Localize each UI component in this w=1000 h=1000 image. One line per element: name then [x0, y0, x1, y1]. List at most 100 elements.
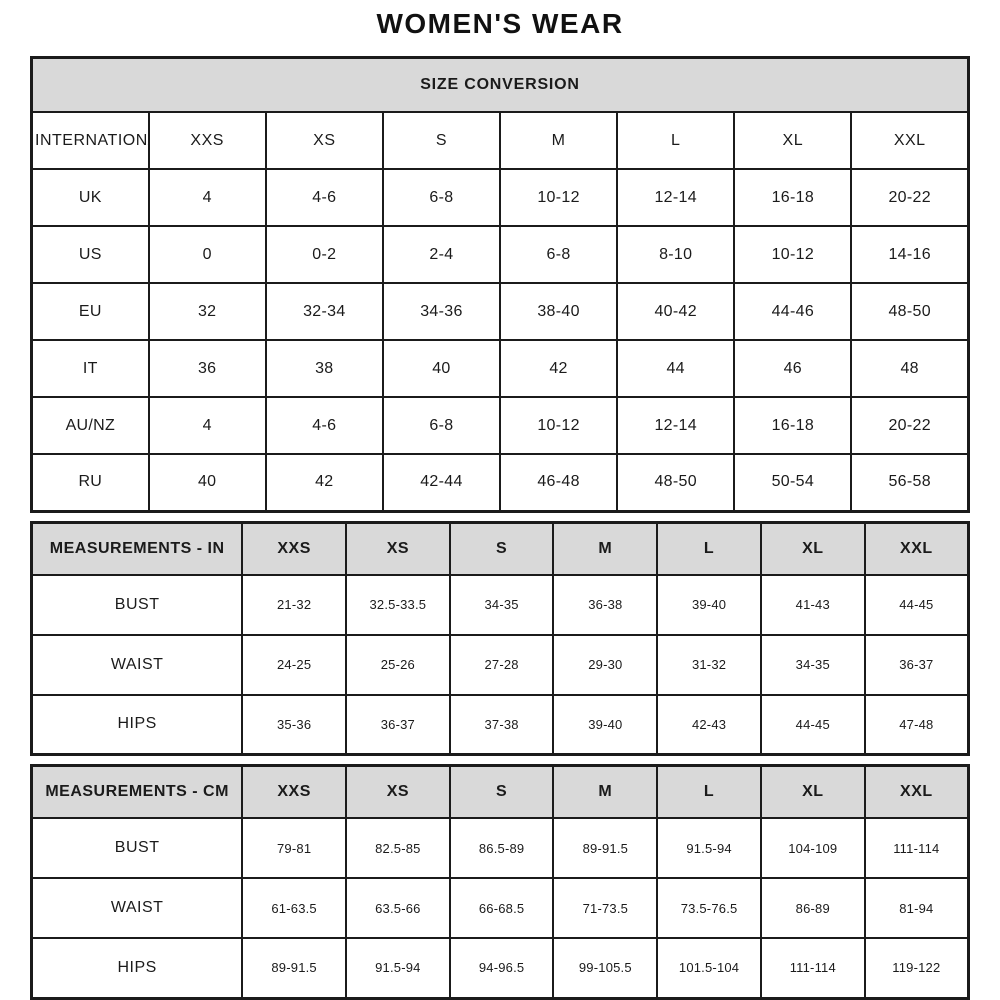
- table-row: BUST 79-81 82.5-85 86.5-89 89-91.5 91.5-94 104…: [30, 817, 970, 879]
- value-cell: 50-54: [733, 453, 853, 512]
- row-label: HIPS: [30, 937, 244, 999]
- value-cell: 4: [147, 396, 267, 455]
- size-conversion-table: SIZE CONVERSION INTERNATIONALXXSXSSMLXLX…: [30, 56, 970, 513]
- measurements-in-header: MEASUREMENTS - IN: [30, 521, 244, 576]
- column-header-size: S: [381, 111, 502, 170]
- value-cell: 94-96.5: [448, 937, 555, 999]
- value-cell: 56-58: [850, 453, 970, 512]
- size-conversion-columns-row: INTERNATIONALXXSXSSMLXLXXL: [30, 111, 970, 170]
- table-row: EU 32 32-34 34-36 38-40 40-42 44-46 48-50: [30, 282, 970, 341]
- column-header-size: XL: [759, 764, 866, 819]
- value-cell: 0-2: [264, 225, 384, 284]
- value-cell: 8-10: [616, 225, 736, 284]
- row-label: AU/NZ: [30, 396, 150, 455]
- value-cell: 36-37: [863, 633, 970, 696]
- table-row: HIPS 35-36 36-37 37-38 39-40 42-43 44-45 47-48: [30, 693, 970, 756]
- value-cell: 37-38: [448, 693, 555, 756]
- value-cell: 86-89: [759, 877, 866, 939]
- value-cell: 89-91.5: [552, 817, 659, 879]
- table-row: WAIST 24-25 25-26 27-28 29-30 31-32 34-35 36-37: [30, 633, 970, 696]
- value-cell: 111-114: [863, 817, 970, 879]
- value-cell: 42-44: [381, 453, 502, 512]
- value-cell: 24-25: [241, 633, 347, 696]
- column-header-size: L: [656, 764, 762, 819]
- value-cell: 86.5-89: [448, 817, 555, 879]
- table-row: AU/NZ 4 4-6 6-8 10-12 12-14 16-18 20-22: [30, 396, 970, 455]
- table-row: WAIST 61-63.5 63.5-66 66-68.5 71-73.5 73.5-76…: [30, 877, 970, 939]
- row-label: US: [30, 225, 150, 284]
- value-cell: 14-16: [850, 225, 970, 284]
- value-cell: 63.5-66: [345, 877, 451, 939]
- column-header-size: M: [552, 521, 659, 576]
- row-label: WAIST: [30, 633, 244, 696]
- column-header-size: XS: [345, 764, 451, 819]
- value-cell: 36: [147, 339, 267, 398]
- value-cell: 32: [147, 282, 267, 341]
- value-cell: 27-28: [448, 633, 555, 696]
- value-cell: 12-14: [616, 168, 736, 227]
- value-cell: 99-105.5: [552, 937, 659, 999]
- value-cell: 6-8: [498, 225, 619, 284]
- row-label: HIPS: [30, 693, 244, 756]
- row-label: BUST: [30, 817, 244, 879]
- measurements-cm-header: MEASUREMENTS - CM: [30, 764, 244, 819]
- value-cell: 10-12: [733, 225, 853, 284]
- row-label: EU: [30, 282, 150, 341]
- table-row: BUST 21-32 32.5-33.5 34-35 36-38 39-40 41-43 44…: [30, 573, 970, 636]
- measurements-in-header-row: MEASUREMENTS - IN XXS XS S M L XL XXL: [30, 521, 970, 576]
- value-cell: 89-91.5: [241, 937, 347, 999]
- value-cell: 6-8: [381, 168, 502, 227]
- value-cell: 31-32: [656, 633, 762, 696]
- column-header-size: L: [656, 521, 762, 576]
- column-header-size: XL: [759, 521, 866, 576]
- table-row: IT 36 38 40 42 44 46 48: [30, 339, 970, 398]
- value-cell: 42: [498, 339, 619, 398]
- column-header-size: S: [448, 764, 555, 819]
- value-cell: 111-114: [759, 937, 866, 999]
- value-cell: 16-18: [733, 396, 853, 455]
- page-title: WOMEN'S WEAR: [376, 8, 624, 39]
- value-cell: 39-40: [552, 693, 659, 756]
- value-cell: 36-37: [345, 693, 451, 756]
- value-cell: 47-48: [863, 693, 970, 756]
- value-cell: 34-35: [448, 573, 555, 636]
- row-label: BUST: [30, 573, 244, 636]
- table-row: US 0 0-2 2-4 6-8 8-10 10-12 14-16: [30, 225, 970, 284]
- value-cell: 119-122: [863, 937, 970, 999]
- value-cell: 12-14: [616, 396, 736, 455]
- value-cell: 81-94: [863, 877, 970, 939]
- column-header-size: XXS: [241, 521, 347, 576]
- column-header-size: XL: [733, 111, 853, 170]
- value-cell: 32.5-33.5: [345, 573, 451, 636]
- value-cell: 91.5-94: [345, 937, 451, 999]
- value-cell: 35-36: [241, 693, 347, 756]
- column-header-size: XS: [345, 521, 451, 576]
- row-label: IT: [30, 339, 150, 398]
- measurements-in-table: MEASUREMENTS - IN XXS XS S M L XL XXL BUST 21-3…: [30, 520, 970, 756]
- column-header-size: L: [616, 111, 736, 170]
- measurements-cm-body: BUST 79-81 82.5-85 86.5-89 89-91.5 91.5-94 104…: [30, 817, 970, 999]
- value-cell: 4: [147, 168, 267, 227]
- value-cell: 29-30: [552, 633, 659, 696]
- value-cell: 41-43: [759, 573, 866, 636]
- value-cell: 38-40: [498, 282, 619, 341]
- value-cell: 4-6: [264, 396, 384, 455]
- value-cell: 40-42: [616, 282, 736, 341]
- column-header-size: M: [498, 111, 619, 170]
- value-cell: 48: [850, 339, 970, 398]
- measurements-cm-header-row: MEASUREMENTS - CM XXS XS S M L XL XXL: [30, 764, 970, 819]
- size-conversion-band-row: SIZE CONVERSION: [30, 56, 970, 113]
- value-cell: 66-68.5: [448, 877, 555, 939]
- value-cell: 10-12: [498, 168, 619, 227]
- size-conversion-body: UK 4 4-6 6-8 10-12 12-14 16-18 20-22 US 0 0-2 2-4 6-…: [30, 168, 970, 512]
- value-cell: 46: [733, 339, 853, 398]
- value-cell: 44-46: [733, 282, 853, 341]
- value-cell: 25-26: [345, 633, 451, 696]
- column-header-size: XXL: [863, 521, 970, 576]
- value-cell: 10-12: [498, 396, 619, 455]
- table-row: UK 4 4-6 6-8 10-12 12-14 16-18 20-22: [30, 168, 970, 227]
- value-cell: 38: [264, 339, 384, 398]
- value-cell: 2-4: [381, 225, 502, 284]
- value-cell: 21-32: [241, 573, 347, 636]
- column-header-size: XXS: [147, 111, 267, 170]
